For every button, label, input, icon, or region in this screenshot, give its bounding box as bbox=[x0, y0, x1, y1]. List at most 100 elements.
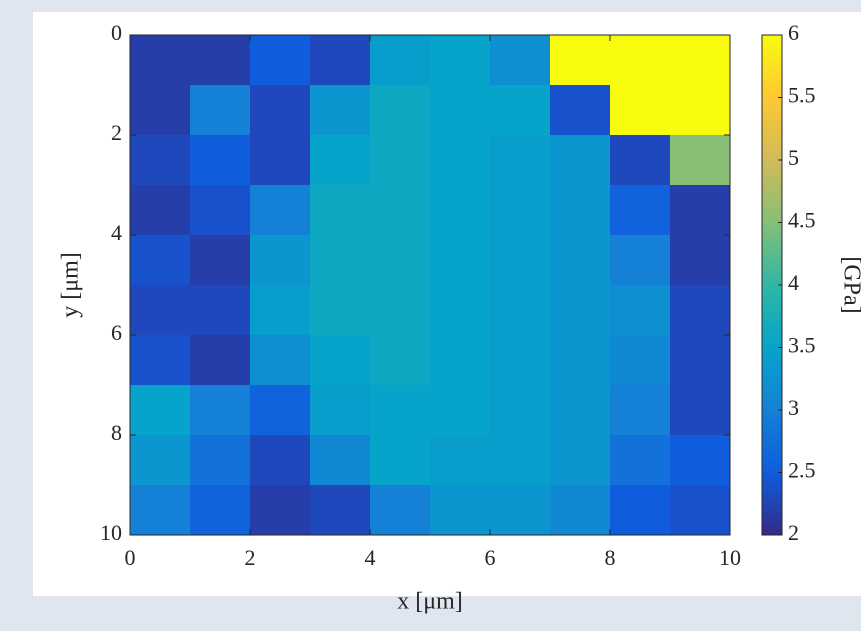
heatmap-cell bbox=[310, 235, 371, 286]
colorbar-tick-label: 5 bbox=[788, 145, 799, 170]
colorbar-tick-label: 3.5 bbox=[788, 333, 816, 358]
colorbar-tick-label: 2.5 bbox=[788, 458, 816, 483]
heatmap-cell bbox=[250, 335, 311, 386]
heatmap-cell bbox=[550, 285, 611, 336]
heatmap-cell bbox=[490, 85, 551, 136]
heatmap-cell bbox=[670, 435, 731, 486]
heatmap-cell bbox=[370, 135, 431, 186]
heatmap-cell bbox=[250, 235, 311, 286]
heatmap-cell bbox=[430, 235, 491, 286]
heatmap-cell bbox=[370, 85, 431, 136]
heatmap-cell bbox=[370, 285, 431, 336]
heatmap-cell bbox=[610, 285, 671, 336]
heatmap-cell bbox=[130, 35, 191, 86]
heatmap-cell bbox=[490, 335, 551, 386]
y-tick-label: 4 bbox=[111, 220, 122, 245]
heatmap-cell bbox=[310, 435, 371, 486]
colorbar-tick-label: 4.5 bbox=[788, 208, 816, 233]
heatmap-cell bbox=[490, 485, 551, 536]
heatmap-cell bbox=[610, 35, 671, 86]
y-tick-label: 0 bbox=[111, 20, 122, 45]
colorbar-tick-label: 5.5 bbox=[788, 83, 816, 108]
heatmap-cell bbox=[130, 85, 191, 136]
heatmap-cell bbox=[670, 35, 731, 86]
heatmap-cell bbox=[550, 235, 611, 286]
x-tick-label: 6 bbox=[485, 545, 496, 570]
heatmap-cell bbox=[250, 485, 311, 536]
heatmap-cell bbox=[550, 435, 611, 486]
heatmap-cell bbox=[490, 385, 551, 436]
heatmap-cell bbox=[670, 235, 731, 286]
colorbar-tick-label: 3 bbox=[788, 395, 799, 420]
heatmap-cell bbox=[670, 135, 731, 186]
heatmap-cell bbox=[310, 185, 371, 236]
heatmap-cell bbox=[190, 35, 251, 86]
heatmap-cell bbox=[250, 35, 311, 86]
heatmap-cell bbox=[430, 285, 491, 336]
heatmap-cell bbox=[610, 435, 671, 486]
y-tick-label: 2 bbox=[111, 120, 122, 145]
heatmap-cell bbox=[670, 485, 731, 536]
x-tick-label: 2 bbox=[245, 545, 256, 570]
heatmap-cell bbox=[550, 335, 611, 386]
heatmap-cell bbox=[430, 485, 491, 536]
heatmap-cell bbox=[610, 485, 671, 536]
heatmap-cell bbox=[250, 85, 311, 136]
heatmap-cell bbox=[610, 85, 671, 136]
heatmap-cell bbox=[310, 85, 371, 136]
colorbar-label: [GPa] bbox=[838, 256, 861, 313]
heatmap-cell bbox=[670, 85, 731, 136]
heatmap-cell bbox=[250, 385, 311, 436]
heatmap-cell bbox=[130, 185, 191, 236]
x-tick-label: 0 bbox=[125, 545, 136, 570]
heatmap-cell bbox=[190, 85, 251, 136]
heatmap-cell bbox=[190, 135, 251, 186]
heatmap-cell bbox=[310, 385, 371, 436]
heatmap-cell bbox=[550, 485, 611, 536]
heatmap-cell bbox=[310, 485, 371, 536]
heatmap-cell bbox=[250, 285, 311, 336]
heatmap-cell bbox=[370, 35, 431, 86]
heatmap-cell bbox=[430, 35, 491, 86]
heatmap-cell bbox=[190, 285, 251, 336]
heatmap-cell bbox=[190, 485, 251, 536]
heatmap-cell bbox=[490, 185, 551, 236]
x-tick-label: 10 bbox=[719, 545, 741, 570]
heatmap-cell bbox=[370, 185, 431, 236]
heatmap-cell bbox=[250, 185, 311, 236]
heatmap-cell bbox=[670, 335, 731, 386]
heatmap-cell bbox=[610, 335, 671, 386]
heatmap-cell bbox=[310, 335, 371, 386]
heatmap-cell bbox=[130, 235, 191, 286]
heatmap-cell bbox=[370, 435, 431, 486]
heatmap-cell bbox=[670, 185, 731, 236]
heatmap-cell bbox=[430, 435, 491, 486]
heatmap-cell bbox=[130, 285, 191, 336]
heatmap-cell bbox=[130, 335, 191, 386]
heatmap-cell bbox=[190, 235, 251, 286]
heatmap-cell bbox=[610, 385, 671, 436]
colorbar-tick-label: 6 bbox=[788, 20, 799, 45]
heatmap-cell bbox=[310, 285, 371, 336]
heatmap-cell bbox=[250, 135, 311, 186]
heatmap-cell bbox=[490, 435, 551, 486]
y-tick-label: 8 bbox=[111, 420, 122, 445]
heatmap-cell bbox=[670, 385, 731, 436]
heatmap-cell bbox=[130, 135, 191, 186]
heatmap-cell bbox=[550, 135, 611, 186]
heatmap-cell bbox=[310, 35, 371, 86]
heatmap-cell bbox=[310, 135, 371, 186]
heatmap-cell bbox=[430, 385, 491, 436]
heatmap-cell bbox=[610, 185, 671, 236]
x-axis-label: x [μm] bbox=[397, 589, 463, 615]
heatmap-cell bbox=[550, 85, 611, 136]
heatmap-cell bbox=[550, 185, 611, 236]
heatmap-cell bbox=[190, 385, 251, 436]
colorbar-tick-label: 4 bbox=[788, 270, 799, 295]
heatmap-cell bbox=[490, 235, 551, 286]
heatmap-cell bbox=[550, 35, 611, 86]
heatmap-cell bbox=[490, 135, 551, 186]
heatmap-cell bbox=[550, 385, 611, 436]
colorbar-tick-label: 2 bbox=[788, 520, 799, 545]
heatmap-cell bbox=[130, 385, 191, 436]
